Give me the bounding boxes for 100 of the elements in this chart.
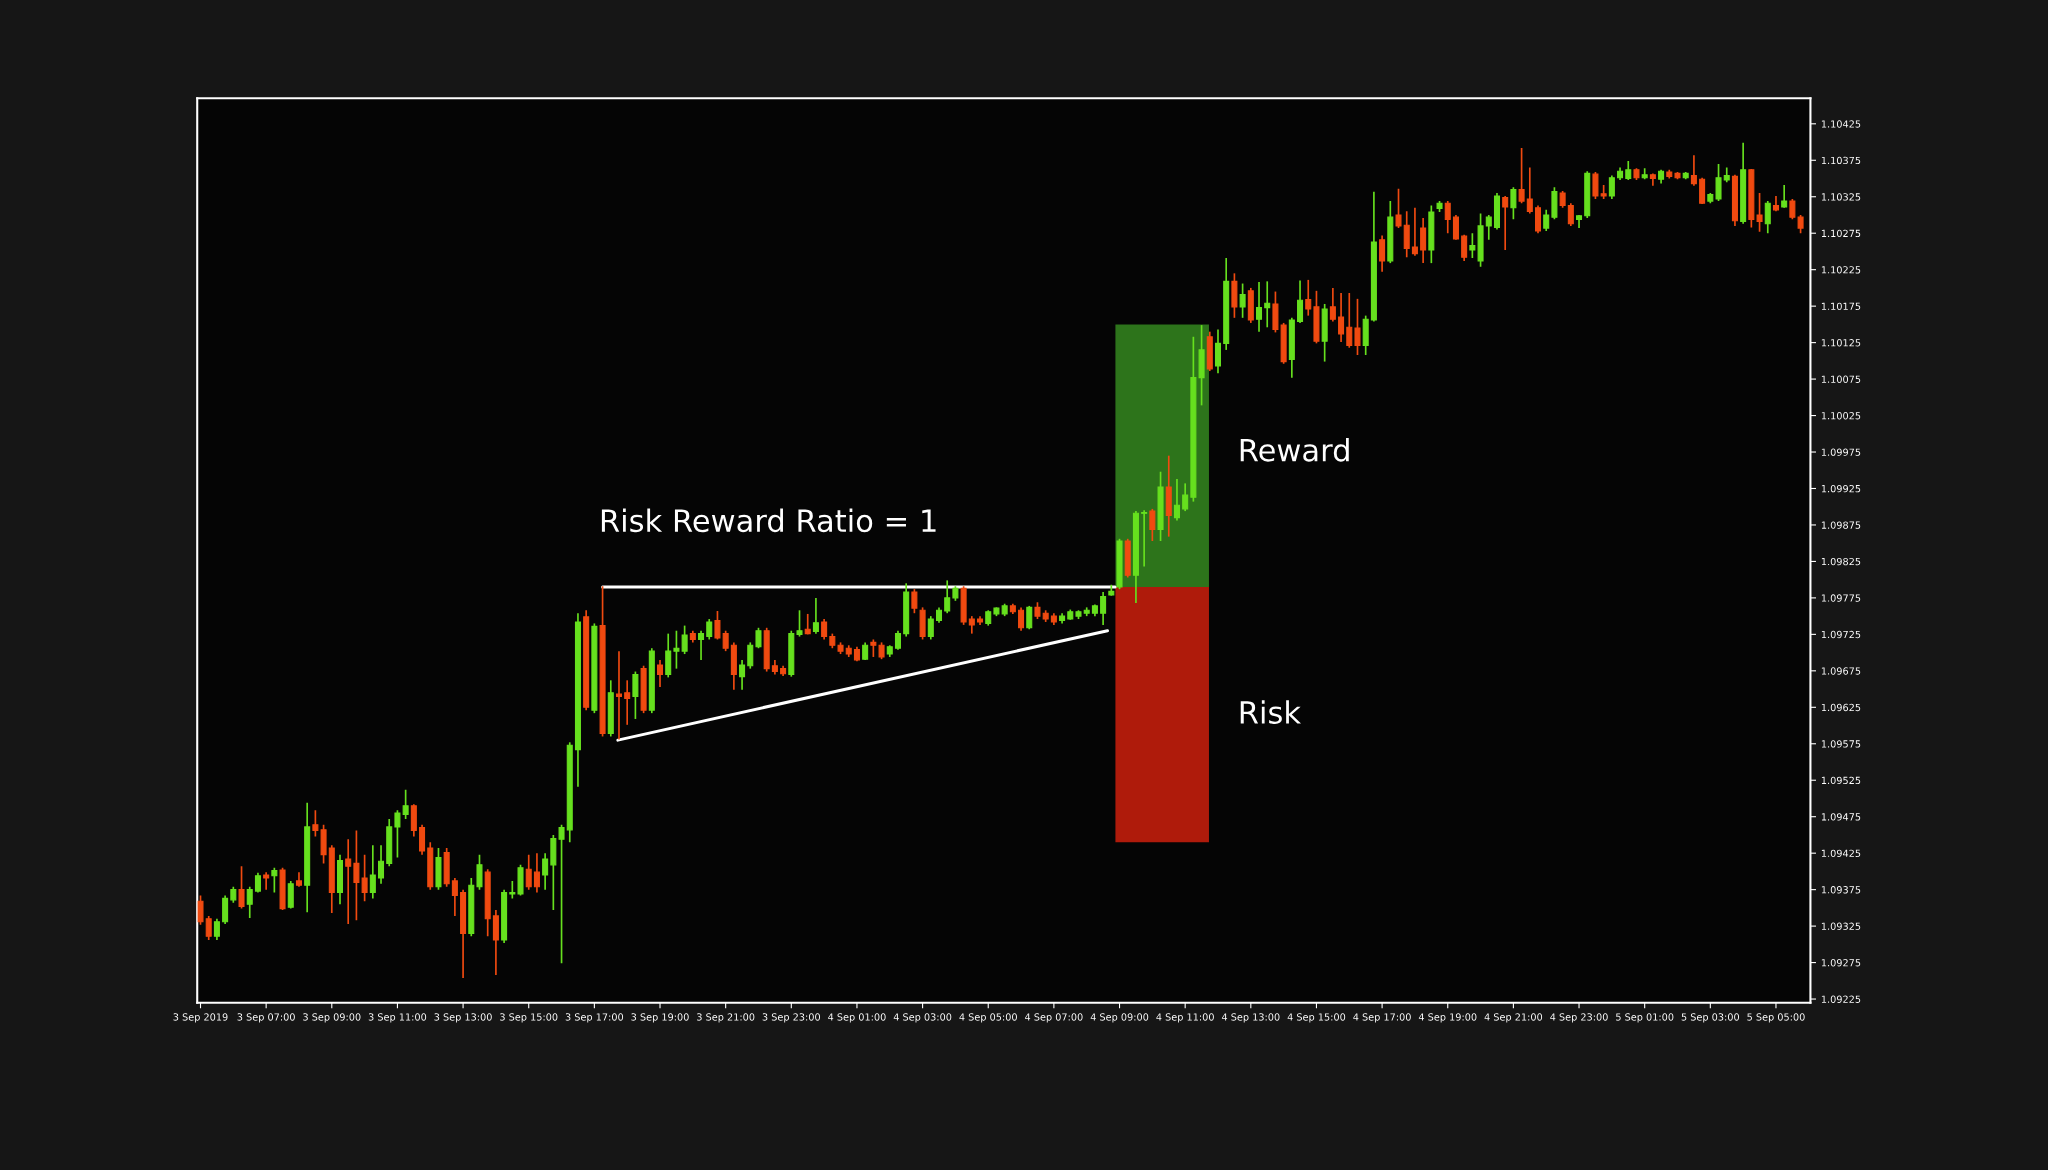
x-tick-label: 3 Sep 2019 [173,1013,228,1023]
candlestick [509,880,516,900]
candlestick [353,829,360,922]
x-tick-label: 4 Sep 05:00 [959,1013,1017,1023]
annotation: Reward [1240,438,1349,462]
y-tick-label: 1.09575 [1821,740,1861,748]
candlestick [1239,282,1246,319]
y-tick-label: 1.09225 [1821,995,1861,1003]
candlestick [624,679,631,726]
candlestick [714,610,721,641]
y-tick-label: 1.09275 [1821,959,1861,967]
candlestick [1526,166,1533,215]
candlestick [197,894,204,926]
candlestick [312,809,319,838]
candlestick [1026,605,1033,631]
candlestick [345,838,352,925]
candlestick [378,844,385,885]
y-tick-label: 1.09975 [1821,448,1861,456]
candlestick [1789,198,1796,221]
candlestick [1444,200,1451,235]
annotation: Risk Reward Ratio = 1 [601,508,936,533]
candlestick [1756,192,1763,233]
y-tick-label: 1.10275 [1821,229,1861,238]
candlestick [542,852,549,891]
x-tick-label: 5 Sep 01:00 [1616,1013,1674,1023]
candlestick [1214,328,1222,375]
x-tick-label: 4 Sep 17:00 [1353,1013,1411,1023]
candlestick [271,866,278,894]
y-tick-label: 1.09675 [1821,667,1861,675]
candlestick [1018,606,1025,632]
candlestick [698,629,705,661]
x-tick-label: 4 Sep 03:00 [893,1013,952,1023]
y-tick-label: 1.10325 [1821,193,1861,201]
annotation: Risk [1240,700,1301,724]
candlestick [722,629,729,652]
candlestick [812,597,819,635]
candlestick [1411,206,1418,257]
candlestick [1420,217,1427,264]
candlestick [558,823,565,965]
x-tick-label: 4 Sep 11:00 [1156,1013,1214,1023]
x-tick-label: 5 Sep 03:00 [1681,1013,1740,1023]
candlestick [1510,186,1517,221]
candlestick [1781,184,1788,209]
y-tick-label: 1.09325 [1821,922,1861,930]
candlestick [1379,234,1386,273]
candlestick [755,626,762,650]
y-tick-label: 1.09775 [1821,594,1861,602]
x-tick-label: 4 Sep 15:00 [1287,1013,1346,1023]
candlestick [796,609,803,638]
x-tick-label: 3 Sep 23:00 [762,1013,821,1023]
candlestick [927,615,934,641]
y-tick-label: 1.09625 [1821,703,1861,712]
x-tick-label: 4 Sep 19:00 [1418,1013,1477,1023]
candlestick [287,880,294,910]
candlestick [681,624,688,655]
x-tick-label: 4 Sep 23:00 [1550,1013,1608,1023]
candlestick [1452,214,1459,241]
x-tick-label: 4 Sep 21:00 [1484,1013,1543,1023]
y-tick-label: 1.10075 [1821,375,1861,383]
candlestick [222,894,229,925]
x-tick-label: 4 Sep 07:00 [1025,1013,1083,1023]
candlestick [1608,174,1615,200]
candlestick [1469,232,1476,259]
candlestick [706,618,713,641]
y-tick-label: 1.10375 [1821,156,1861,165]
candlestick [1518,147,1525,205]
x-tick-label: 4 Sep 01:00 [828,1013,886,1023]
candlestick [451,877,458,917]
candlestick [1715,163,1722,202]
candlestick [1592,171,1599,200]
candlestick [419,823,426,856]
x-tick-label: 3 Sep 17:00 [565,1013,624,1023]
candlestick [1297,279,1304,324]
candlestick [1173,478,1180,522]
candlestick [1403,210,1410,259]
candlestick [1543,209,1550,232]
candlestick [1305,279,1312,317]
candlestick [238,865,245,910]
candlestick [369,844,376,900]
candlestick [533,852,540,894]
y-tick-label: 1.09725 [1821,630,1861,639]
y-tick-label: 1.09375 [1821,886,1861,894]
candlestick [1264,280,1271,329]
candlestick [665,632,672,679]
y-tick-label: 1.10125 [1821,339,1861,347]
candlestick [1329,287,1336,323]
candlestick [213,917,220,941]
candlestick [615,650,623,741]
y-tick-label: 1.09525 [1821,776,1861,785]
candlestick [656,659,664,688]
candlestick [821,618,828,641]
candlestick [1149,508,1156,542]
y-tick-label: 1.09475 [1821,813,1861,821]
candlestick [894,629,901,651]
candlestick [911,588,918,615]
candlestick [632,670,639,720]
candlestick [476,853,483,891]
candlestick [1338,292,1345,343]
y-tick-label: 1.10225 [1821,266,1861,274]
candlestick [1625,160,1632,181]
